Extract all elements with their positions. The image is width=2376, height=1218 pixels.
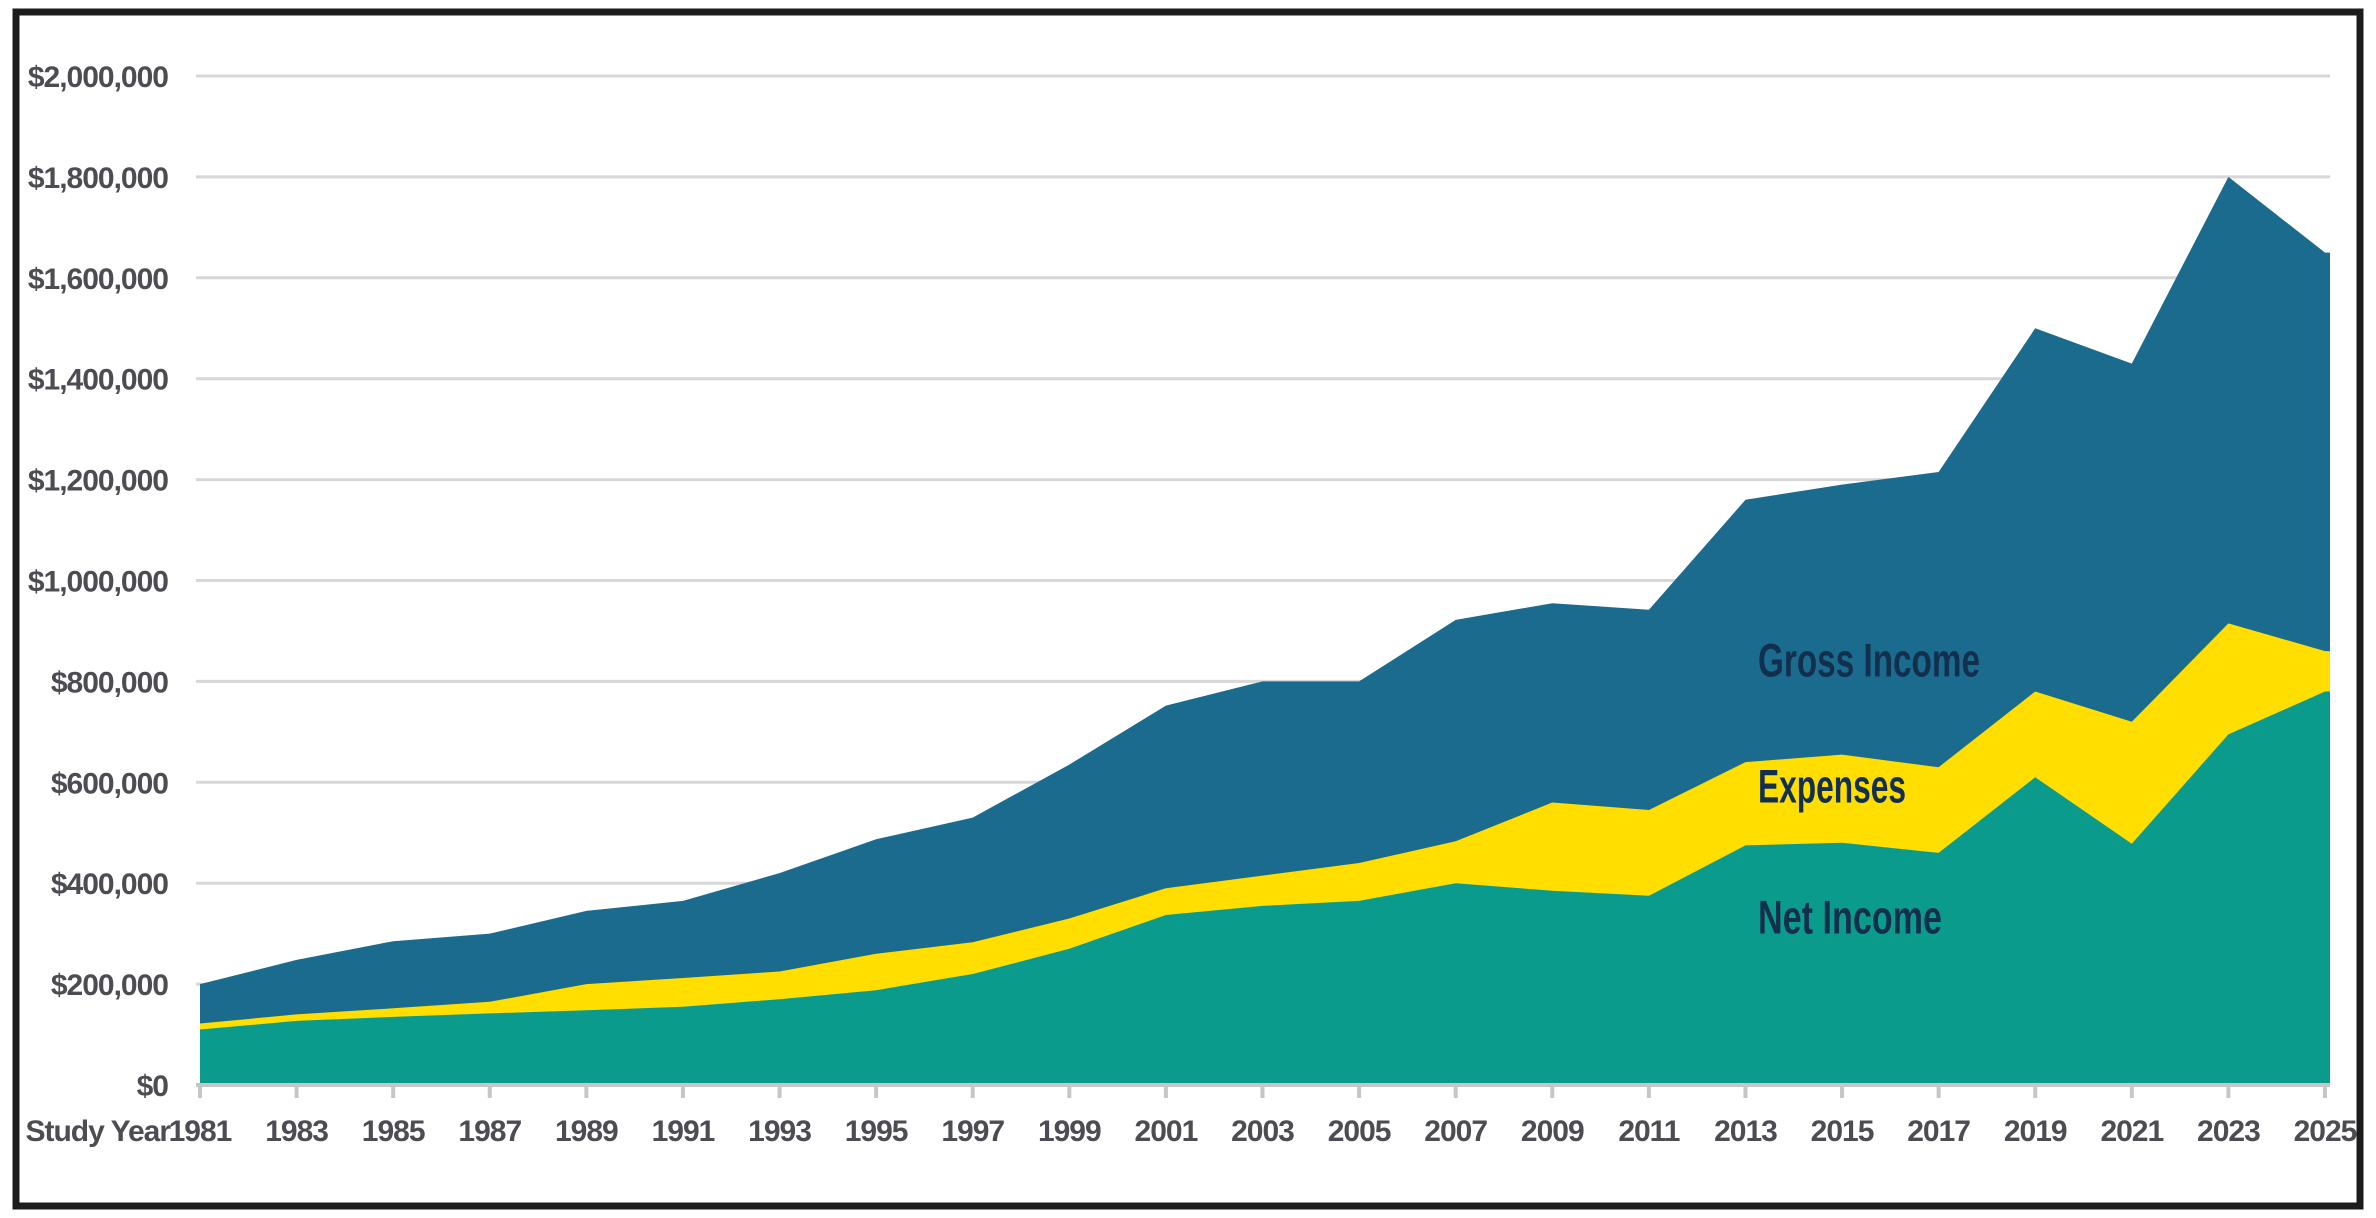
- y-tick-label: $200,000: [51, 969, 168, 1002]
- y-tick-label: $400,000: [51, 868, 168, 901]
- x-tick-label: 2015: [1811, 1115, 1874, 1148]
- x-tick-label: 2019: [2004, 1115, 2067, 1148]
- x-tick-label: 2017: [1907, 1115, 1970, 1148]
- y-tick-label: $800,000: [51, 666, 168, 699]
- x-tick-label: 2005: [1328, 1115, 1391, 1148]
- x-tick-label: 1987: [458, 1115, 521, 1148]
- series-label-expenses: Expenses: [1758, 760, 1906, 813]
- x-tick-label: 2003: [1231, 1115, 1294, 1148]
- series-label-net-income: Net Income: [1758, 891, 1942, 944]
- x-tick-label: 1985: [362, 1115, 425, 1148]
- y-tick-label: $1,600,000: [28, 263, 168, 296]
- x-tick-label: 1999: [1038, 1115, 1101, 1148]
- x-tick-label: 2001: [1135, 1115, 1198, 1148]
- x-tick-label: 1991: [652, 1115, 715, 1148]
- y-tick-label: $600,000: [51, 767, 168, 800]
- y-tick-label: $1,400,000: [28, 364, 168, 397]
- area-net-income: [200, 691, 2330, 1085]
- series-labels: Gross Income Expenses Net Income: [1758, 633, 1980, 943]
- area-series: [200, 176, 2330, 1085]
- chart-border: [12, 8, 2364, 1210]
- y-tick-label: $2,000,000: [28, 61, 168, 94]
- series-label-gross-income: Gross Income: [1758, 633, 1980, 686]
- x-tick-label: 2009: [1521, 1115, 1584, 1148]
- x-tick-label: 2013: [1714, 1115, 1777, 1148]
- y-tick-label: $0: [137, 1070, 169, 1103]
- x-axis: [196, 1083, 2330, 1098]
- x-tick-label: 1995: [845, 1115, 908, 1148]
- x-tick-label: 1983: [265, 1115, 328, 1148]
- x-tick-label: 1981: [169, 1115, 232, 1148]
- x-axis-title: Study Year: [25, 1115, 171, 1148]
- x-tick-label: 1993: [748, 1115, 811, 1148]
- x-tick-label: 1989: [555, 1115, 618, 1148]
- x-tick-label: 2021: [2100, 1115, 2163, 1148]
- x-tick-label: 1997: [941, 1115, 1004, 1148]
- y-tick-label: $1,200,000: [28, 465, 168, 498]
- x-tick-label: 2011: [1618, 1115, 1679, 1148]
- y-axis-labels: $2,000,000 $1,800,000 $1,600,000 $1,400,000…: [28, 61, 169, 1103]
- y-tick-label: $1,800,000: [28, 162, 168, 195]
- x-axis-labels: 1981 1983 1985 1987 1989 1991 1993 1995 1997 1999…: [169, 1115, 2358, 1148]
- x-tick-label: 2007: [1424, 1115, 1487, 1148]
- x-tick-label: 2023: [2197, 1115, 2260, 1148]
- y-tick-label: $1,000,000: [28, 566, 168, 599]
- x-tick-label: 2025: [2294, 1115, 2357, 1148]
